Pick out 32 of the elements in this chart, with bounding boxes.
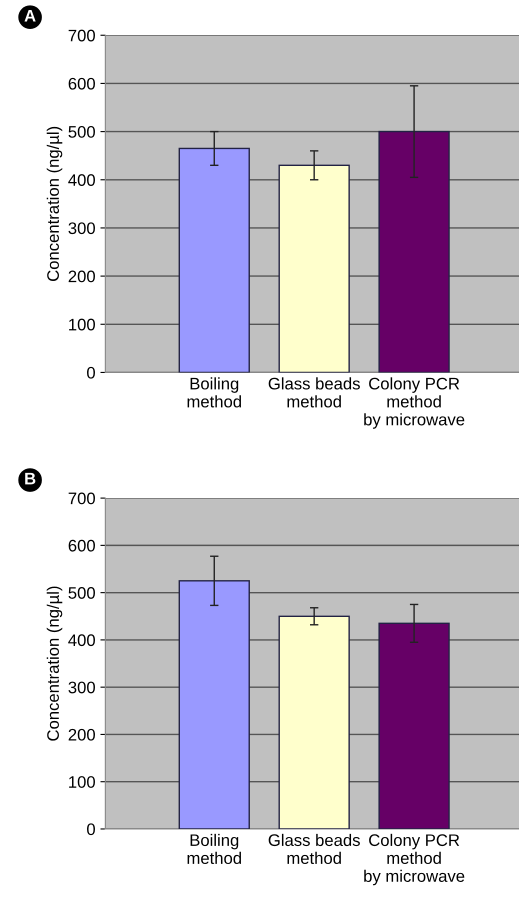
x-tick-label: Colony PCR method by microwave (364, 377, 464, 429)
y-tick-label: 100 (69, 776, 95, 788)
text: A (24, 10, 36, 22)
y-tick-label: 500 (68, 587, 95, 599)
y-tick-label: 200 (68, 728, 95, 741)
y-axis-title: Concentration (ng/µl) (46, 126, 62, 281)
y-tick-label: 100 (69, 318, 95, 330)
y-tick-label: 400 (68, 634, 95, 646)
x-tick-label: Glass beads method (268, 834, 360, 864)
y-tick-label: 0 (87, 366, 95, 379)
text: B (25, 472, 36, 484)
bar (278, 616, 350, 829)
y-tick-label: 700 (68, 492, 95, 504)
y-axis-title: Concentration (ng/µl) (46, 586, 62, 741)
bar (178, 148, 250, 372)
bar (278, 164, 350, 372)
y-tick-label: 300 (68, 222, 95, 234)
x-tick-label: Colony PCR method by microwave (364, 834, 464, 886)
y-tick-label: 600 (68, 78, 95, 90)
bar (378, 622, 450, 829)
y-tick-label: 300 (68, 682, 95, 694)
bar (178, 580, 250, 829)
y-tick-label: 500 (68, 126, 95, 138)
y-tick-label: 400 (68, 174, 95, 186)
x-tick-label: Boiling method (188, 834, 241, 864)
x-tick-label: Glass beads method (268, 377, 360, 408)
x-tick-label: Boiling method (188, 377, 241, 408)
y-tick-label: 200 (68, 270, 95, 282)
y-tick-label: 0 (87, 823, 95, 836)
y-tick-label: 700 (68, 30, 95, 42)
y-tick-label: 600 (68, 540, 95, 552)
bar (378, 130, 450, 372)
